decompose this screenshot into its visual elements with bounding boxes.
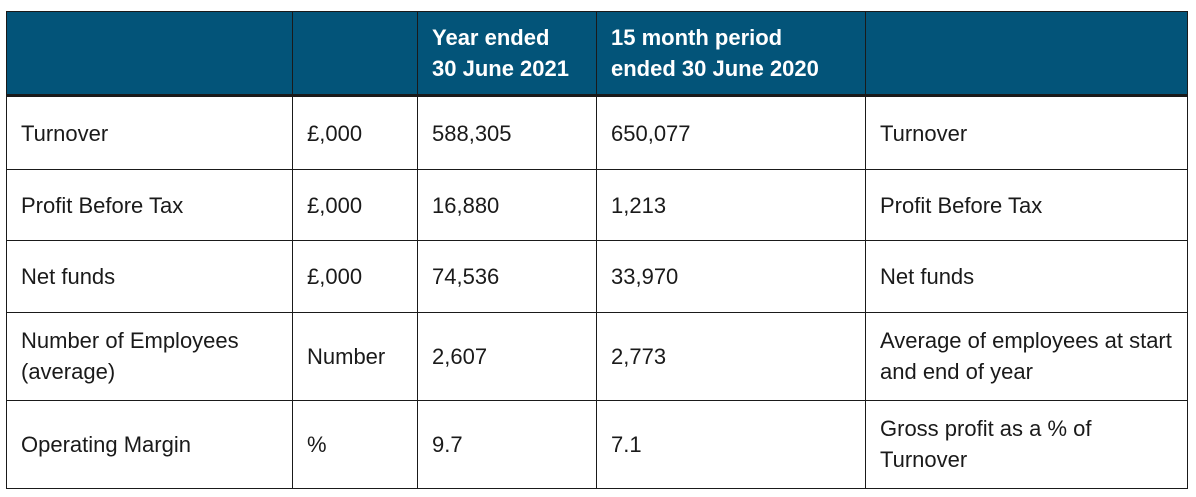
header-cell-definition — [865, 11, 1188, 97]
header-2020-line2: ended 30 June 2020 — [611, 56, 819, 81]
cell-definition: Net funds — [865, 240, 1188, 313]
cell-2021: 2,607 — [417, 311, 597, 401]
header-2021-line1: Year ended — [432, 25, 550, 50]
cell-definition: Turnover — [865, 94, 1188, 171]
cell-definition: Average of employees at start and end of… — [865, 311, 1188, 401]
cell-unit: Number — [292, 311, 418, 401]
table-row: Turnover £,000 588,305 650,077 Turnover — [6, 94, 1188, 171]
cell-metric: Number of Employees (average) — [6, 311, 293, 401]
cell-metric: Turnover — [6, 94, 293, 171]
cell-2021: 588,305 — [417, 94, 597, 171]
kpi-table: Year ended 30 June 2021 15 month period … — [6, 11, 1188, 490]
cell-unit: % — [292, 399, 418, 490]
cell-definition: Gross profit as a % of Turnover — [865, 399, 1188, 490]
header-cell-2021: Year ended 30 June 2021 — [417, 11, 597, 97]
cell-metric: Net funds — [6, 240, 293, 313]
header-2020-line1: 15 month period — [611, 25, 783, 50]
cell-unit: £,000 — [292, 169, 418, 242]
cell-2021: 16,880 — [417, 169, 597, 242]
cell-2021: 9.7 — [417, 399, 597, 490]
cell-unit: £,000 — [292, 94, 418, 171]
header-2021-line2: 30 June 2021 — [432, 56, 569, 81]
cell-2020: 650,077 — [596, 94, 866, 171]
cell-2020: 33,970 — [596, 240, 866, 313]
table-body: Turnover £,000 588,305 650,077 Turnover … — [6, 94, 1188, 490]
table-row: Number of Employees (average) Number 2,6… — [6, 311, 1188, 401]
cell-2021: 74,536 — [417, 240, 597, 313]
table-row: Profit Before Tax £,000 16,880 1,213 Pro… — [6, 169, 1188, 242]
cell-metric: Profit Before Tax — [6, 169, 293, 242]
table-header: Year ended 30 June 2021 15 month period … — [6, 11, 1188, 97]
header-cell-unit — [292, 11, 418, 97]
table-row: Net funds £,000 74,536 33,970 Net funds — [6, 240, 1188, 313]
cell-2020: 2,773 — [596, 311, 866, 401]
cell-unit: £,000 — [292, 240, 418, 313]
header-row: Year ended 30 June 2021 15 month period … — [6, 11, 1188, 97]
cell-2020: 1,213 — [596, 169, 866, 242]
cell-2020: 7.1 — [596, 399, 866, 490]
header-cell-2020: 15 month period ended 30 June 2020 — [596, 11, 866, 97]
cell-metric: Operating Margin — [6, 399, 293, 490]
table-row: Operating Margin % 9.7 7.1 Gross profit … — [6, 399, 1188, 490]
header-cell-metric — [6, 11, 293, 97]
cell-definition: Profit Before Tax — [865, 169, 1188, 242]
